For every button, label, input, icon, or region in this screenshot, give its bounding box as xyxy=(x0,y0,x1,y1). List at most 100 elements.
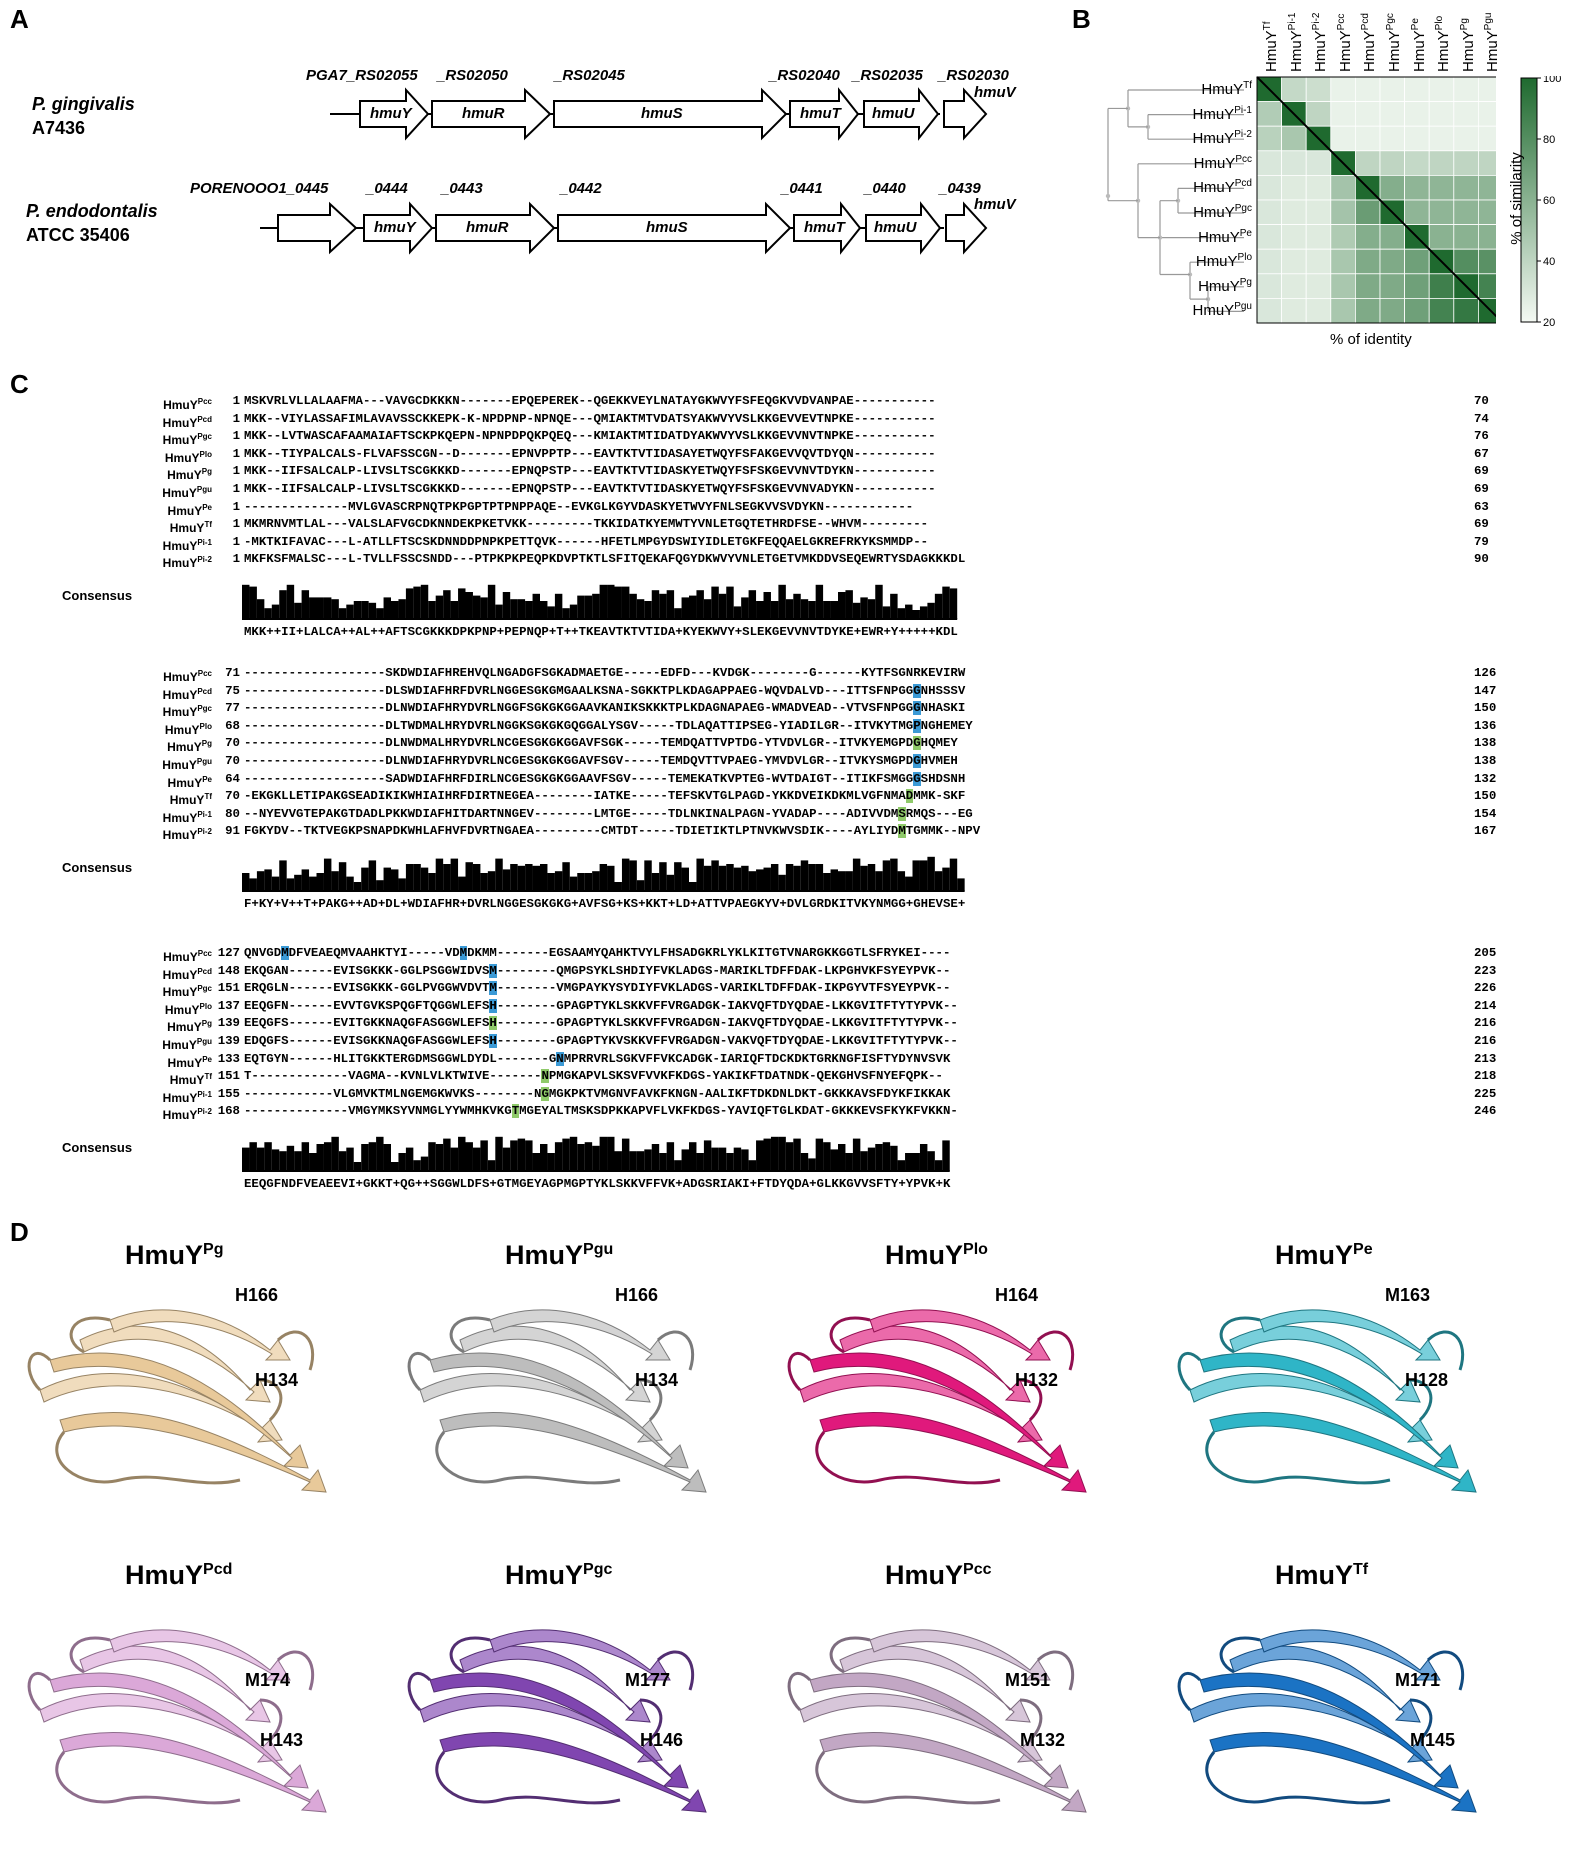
consensus-bar xyxy=(607,1136,615,1171)
alignment-start: 148 xyxy=(217,963,240,978)
consensus-bar xyxy=(413,1160,421,1171)
heatmap-cell xyxy=(1453,101,1479,127)
alignment-sequence: MKK--TIYPALCALS-FLVAFSSCGN--D-------EPNV… xyxy=(244,446,936,461)
heatmap-cell xyxy=(1428,150,1455,176)
consensus-bar xyxy=(405,1147,414,1171)
highlighted-residue: G xyxy=(541,1086,549,1101)
heatmap-col-label: HmuYPg xyxy=(1458,18,1477,72)
consensus-bar xyxy=(599,864,608,891)
organism-pg: P. gingivalis A7436 xyxy=(32,92,135,140)
alignment-seq-name: HmuYPgc xyxy=(162,704,212,720)
heatmap-cell xyxy=(1256,125,1283,152)
gene-name: hmuU xyxy=(872,105,915,122)
highlighted-residue: G xyxy=(913,683,921,698)
consensus-bar xyxy=(905,1153,913,1171)
consensus-bar xyxy=(391,1162,399,1171)
consensus-bar xyxy=(651,873,660,891)
operon-diagram xyxy=(260,87,988,255)
organism-pe-strain: ATCC 35406 xyxy=(26,225,130,245)
structure-title: HmuYPlo xyxy=(885,1240,988,1270)
consensus-histogram xyxy=(242,584,958,620)
heatmap-cell xyxy=(1330,297,1356,324)
alignment-start: 91 xyxy=(225,824,240,839)
heatmap-cell xyxy=(1404,175,1430,201)
alignment-sequence: MKK--LVTWASCAFAAMAIAFTSCKPKQEPN-NPNPDPQK… xyxy=(244,429,936,444)
consensus-bar xyxy=(644,1149,652,1171)
loop xyxy=(449,1316,491,1354)
consensus-bar xyxy=(242,1147,250,1171)
gene-arrow-hmuv xyxy=(945,201,988,255)
consensus-bar xyxy=(316,873,324,891)
highlighted-residue: S xyxy=(898,806,906,821)
consensus-bar xyxy=(428,873,436,891)
loop xyxy=(656,1650,695,1691)
structure-title: HmuYPe xyxy=(1275,1240,1373,1270)
beta-strand xyxy=(79,1645,271,1723)
consensus-bar xyxy=(346,1147,354,1171)
consensus-bar xyxy=(368,860,377,891)
loop xyxy=(1205,1431,1391,1485)
consensus-bar xyxy=(294,1151,302,1171)
gene-name: hmuS xyxy=(641,105,683,122)
consensus-bar xyxy=(264,1142,272,1171)
consensus-bar xyxy=(480,597,488,619)
consensus-bar xyxy=(741,865,749,891)
heatmap-cell xyxy=(1305,297,1332,324)
alignment-end: 225 xyxy=(1474,1086,1497,1101)
consensus-bar xyxy=(532,593,540,619)
heatmap-cell xyxy=(1281,248,1307,275)
heatmap-cell xyxy=(1305,76,1332,103)
heatmap-border xyxy=(1256,76,1496,324)
consensus-bar xyxy=(577,1144,585,1171)
beta-strand xyxy=(1189,1693,1433,1763)
heatmap-cell xyxy=(1453,150,1479,176)
alignment-start: 68 xyxy=(225,718,240,733)
consensus-bar xyxy=(726,586,734,619)
consensus-bar xyxy=(443,1138,451,1171)
consensus-sequence: EEQGFNDFVEAEEVI+GKKT+QG++SGGWLDFS+GTMGEY… xyxy=(244,1177,951,1191)
loop xyxy=(787,1352,812,1392)
loop xyxy=(1219,1636,1261,1674)
heatmap-cell xyxy=(1404,125,1430,152)
heatmap-cell xyxy=(1428,175,1455,201)
consensus-bar xyxy=(368,1142,377,1171)
consensus-histogram xyxy=(242,1136,950,1172)
residue-label: H146 xyxy=(640,1730,684,1750)
alignment-end: 167 xyxy=(1474,824,1497,839)
protein-ribbon xyxy=(787,1629,1087,1813)
consensus-bar xyxy=(703,599,712,619)
highlighted-residue: H xyxy=(489,1016,497,1031)
consensus-bar xyxy=(450,858,459,891)
loop xyxy=(656,1330,695,1371)
structure-title: HmuYPgu xyxy=(505,1240,614,1270)
heatmap-cell xyxy=(1305,248,1332,275)
consensus-bar xyxy=(830,1149,838,1171)
beta-strand xyxy=(429,1672,689,1789)
consensus-bar xyxy=(696,858,704,891)
consensus-bar xyxy=(726,1153,734,1171)
beta-strand xyxy=(109,1629,291,1681)
consensus-bar xyxy=(927,1151,935,1171)
structure-title: HmuYPgc xyxy=(505,1560,613,1590)
alignment-end: 154 xyxy=(1474,806,1497,821)
consensus-bar xyxy=(368,602,377,619)
beta-strand xyxy=(489,1309,671,1361)
consensus-bar xyxy=(398,1153,406,1171)
alignment-end: 147 xyxy=(1474,683,1497,698)
loop xyxy=(1019,1698,1043,1742)
consensus-bar xyxy=(927,856,935,891)
structure-title: HmuYPcc xyxy=(885,1560,992,1590)
loop xyxy=(639,1698,663,1742)
consensus-bar xyxy=(487,871,496,891)
consensus-bar xyxy=(785,864,794,891)
heatmap-row-label: HmuYPlo xyxy=(1195,252,1252,271)
heatmap-col-label: HmuYPi-2 xyxy=(1311,12,1330,72)
loop xyxy=(1036,1330,1075,1371)
alignment-seq-name: HmuYPlo xyxy=(164,449,212,465)
heatmap-cell xyxy=(1477,224,1496,250)
beta-strand xyxy=(79,1325,271,1403)
heatmap-cell xyxy=(1428,125,1455,152)
consensus-bar xyxy=(666,1142,675,1171)
heatmap-row-label: HmuYPgu xyxy=(1192,301,1252,320)
consensus-bar xyxy=(659,862,667,891)
